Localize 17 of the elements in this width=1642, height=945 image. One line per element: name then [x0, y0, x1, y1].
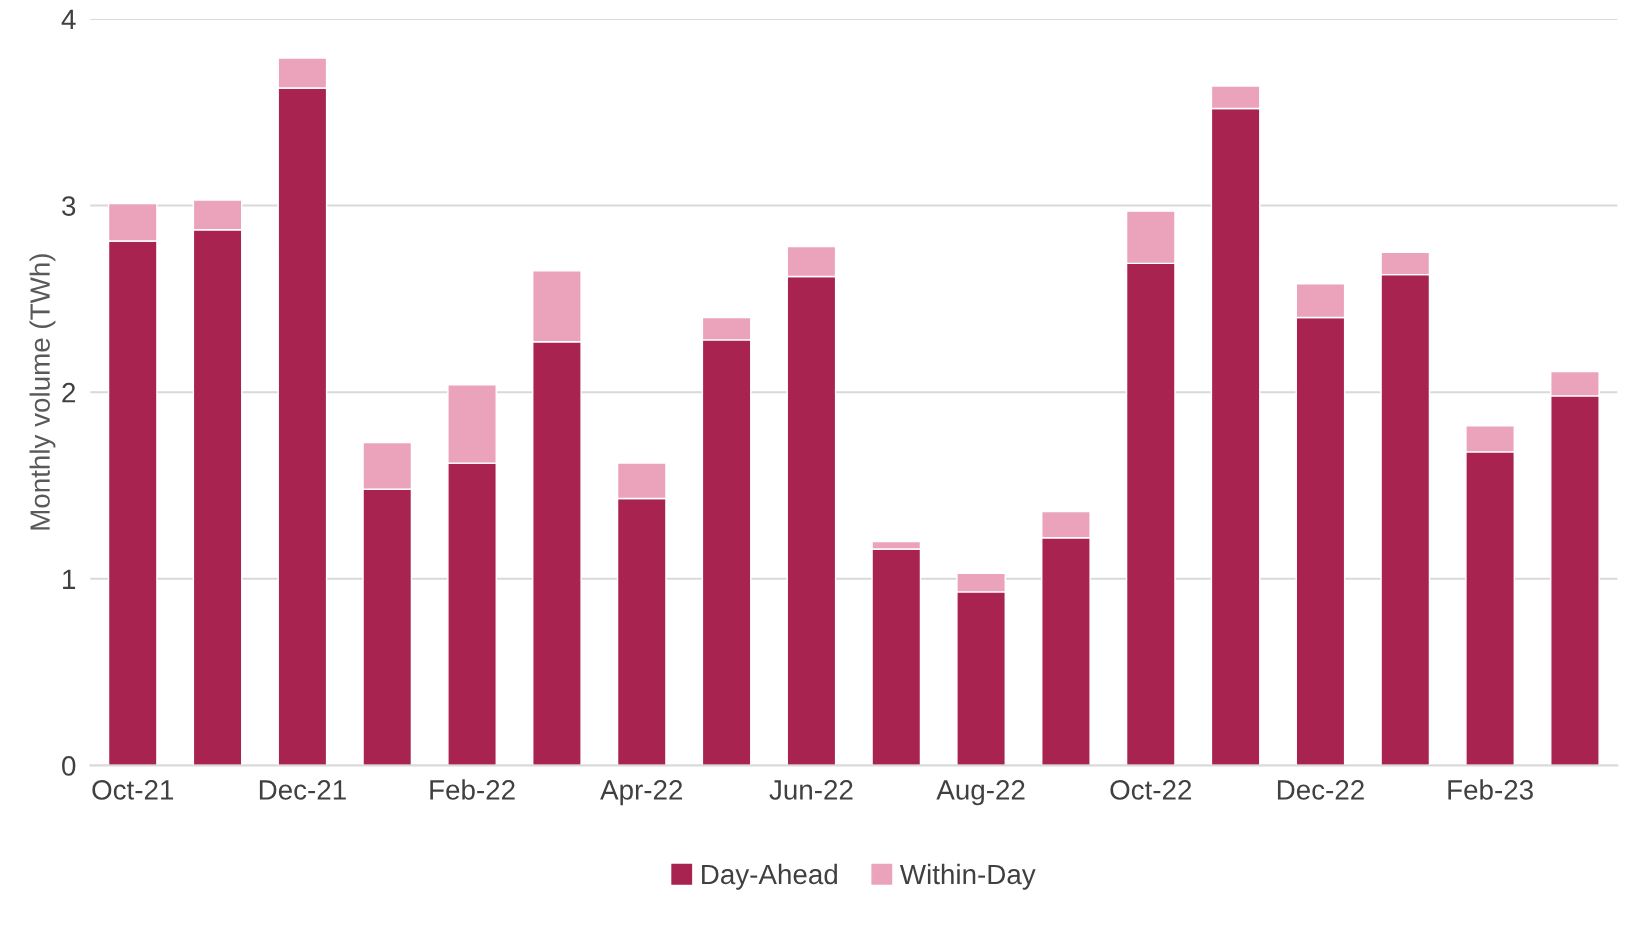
x-tick-label: Oct-22 — [1110, 780, 1192, 800]
x-tick-label: Feb-23 — [1448, 779, 1533, 800]
x-tick-label: Dec-21 — [259, 780, 346, 800]
y-tick-label: 3 — [62, 196, 76, 216]
x-tick-label: Aug-22 — [936, 780, 1025, 806]
y-axis-title: Monthly volume (TWh) — [29, 254, 56, 530]
x-tick-label: Dec-22 — [1277, 780, 1364, 800]
y-tick-label: 1 — [63, 569, 76, 589]
x-tick-label: Oct-21 — [92, 780, 174, 800]
y-tick-label: 4 — [61, 9, 76, 29]
y-tick-label: 0 — [62, 756, 76, 776]
legend-label: Within-Day — [899, 863, 1036, 890]
legend-label: Day-Ahead — [702, 863, 837, 890]
x-tick-label: Jun-22 — [769, 780, 853, 800]
x-tick-label: Apr-22 — [600, 780, 683, 806]
x-tick-label: Feb-22 — [430, 779, 515, 800]
y-tick-label: 2 — [62, 382, 76, 403]
